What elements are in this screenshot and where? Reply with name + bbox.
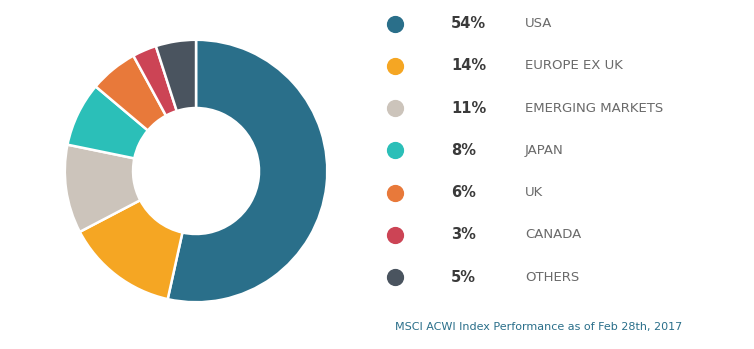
Text: 8%: 8%: [451, 143, 476, 158]
Wedge shape: [68, 87, 148, 158]
Wedge shape: [65, 144, 140, 232]
Text: 11%: 11%: [451, 101, 486, 116]
Wedge shape: [156, 40, 196, 111]
Text: MSCI ACWI Index Performance as of Feb 28th, 2017: MSCI ACWI Index Performance as of Feb 28…: [395, 322, 682, 332]
Wedge shape: [80, 200, 182, 299]
Text: 6%: 6%: [451, 185, 476, 200]
Text: UK: UK: [525, 186, 543, 199]
Wedge shape: [167, 40, 327, 302]
Wedge shape: [133, 46, 176, 116]
Text: 14%: 14%: [451, 58, 486, 73]
Text: JAPAN: JAPAN: [525, 144, 563, 157]
Text: EUROPE EX UK: EUROPE EX UK: [525, 59, 623, 72]
Text: 54%: 54%: [451, 16, 486, 31]
Text: 3%: 3%: [451, 228, 476, 243]
Text: CANADA: CANADA: [525, 229, 581, 242]
Wedge shape: [96, 56, 166, 131]
Text: USA: USA: [525, 17, 552, 30]
Text: EMERGING MARKETS: EMERGING MARKETS: [525, 102, 663, 114]
Text: OTHERS: OTHERS: [525, 271, 579, 284]
Text: 5%: 5%: [451, 270, 476, 285]
